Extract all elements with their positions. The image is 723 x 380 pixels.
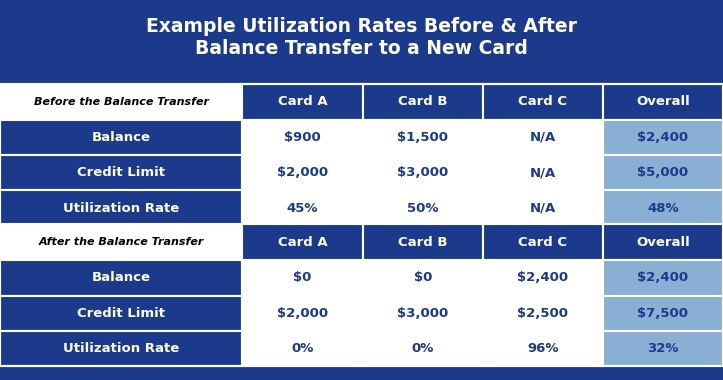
FancyBboxPatch shape (363, 331, 483, 366)
FancyBboxPatch shape (603, 84, 723, 120)
Text: Card C: Card C (518, 95, 568, 108)
FancyBboxPatch shape (0, 296, 242, 331)
Text: 45%: 45% (287, 201, 318, 215)
Text: 50%: 50% (407, 201, 439, 215)
FancyBboxPatch shape (242, 155, 363, 190)
Text: N/A: N/A (530, 166, 556, 179)
Text: $3,000: $3,000 (398, 166, 448, 179)
Text: $7,500: $7,500 (638, 307, 688, 320)
Text: N/A: N/A (530, 201, 556, 215)
Text: Utilization Rate: Utilization Rate (63, 342, 179, 355)
FancyBboxPatch shape (0, 0, 723, 84)
Text: Before the Balance Transfer: Before the Balance Transfer (33, 97, 209, 107)
Text: Overall: Overall (636, 236, 690, 249)
FancyBboxPatch shape (0, 331, 242, 366)
Text: $3,000: $3,000 (398, 307, 448, 320)
FancyBboxPatch shape (363, 120, 483, 155)
Text: Balance: Balance (92, 271, 150, 285)
FancyBboxPatch shape (0, 260, 242, 296)
FancyBboxPatch shape (483, 224, 603, 260)
Text: N/A: N/A (530, 131, 556, 144)
FancyBboxPatch shape (242, 224, 363, 260)
Text: $900: $900 (284, 131, 321, 144)
FancyBboxPatch shape (242, 120, 363, 155)
Text: Card B: Card B (398, 236, 448, 249)
FancyBboxPatch shape (0, 120, 242, 155)
FancyBboxPatch shape (603, 155, 723, 190)
Text: 0%: 0% (291, 342, 314, 355)
Text: $2,500: $2,500 (518, 307, 568, 320)
Text: Card A: Card A (278, 236, 328, 249)
FancyBboxPatch shape (363, 84, 483, 120)
FancyBboxPatch shape (483, 190, 603, 226)
Text: Card A: Card A (278, 95, 328, 108)
Text: 48%: 48% (647, 201, 679, 215)
Text: Overall: Overall (636, 95, 690, 108)
Text: $2,400: $2,400 (638, 131, 688, 144)
FancyBboxPatch shape (483, 296, 603, 331)
FancyBboxPatch shape (0, 190, 242, 226)
Text: $2,400: $2,400 (638, 271, 688, 285)
FancyBboxPatch shape (483, 155, 603, 190)
FancyBboxPatch shape (603, 224, 723, 260)
Text: $2,400: $2,400 (518, 271, 568, 285)
FancyBboxPatch shape (242, 190, 363, 226)
Text: $0: $0 (294, 271, 312, 285)
FancyBboxPatch shape (603, 120, 723, 155)
FancyBboxPatch shape (603, 296, 723, 331)
FancyBboxPatch shape (242, 296, 363, 331)
FancyBboxPatch shape (242, 84, 363, 120)
Text: Credit Limit: Credit Limit (77, 166, 165, 179)
Text: Utilization Rate: Utilization Rate (63, 201, 179, 215)
Text: $2,000: $2,000 (277, 166, 328, 179)
FancyBboxPatch shape (483, 331, 603, 366)
FancyBboxPatch shape (603, 260, 723, 296)
Text: $2,000: $2,000 (277, 307, 328, 320)
FancyBboxPatch shape (363, 190, 483, 226)
FancyBboxPatch shape (603, 190, 723, 226)
FancyBboxPatch shape (363, 296, 483, 331)
Text: $0: $0 (414, 271, 432, 285)
Text: 96%: 96% (527, 342, 559, 355)
Text: After the Balance Transfer: After the Balance Transfer (38, 237, 204, 247)
FancyBboxPatch shape (483, 120, 603, 155)
FancyBboxPatch shape (483, 260, 603, 296)
FancyBboxPatch shape (483, 84, 603, 120)
FancyBboxPatch shape (363, 260, 483, 296)
Text: Credit Limit: Credit Limit (77, 307, 165, 320)
FancyBboxPatch shape (0, 224, 242, 260)
Text: 0%: 0% (412, 342, 434, 355)
Text: $5,000: $5,000 (638, 166, 688, 179)
FancyBboxPatch shape (363, 224, 483, 260)
Text: Example Utilization Rates Before & After
Balance Transfer to a New Card: Example Utilization Rates Before & After… (146, 17, 577, 59)
Text: Balance: Balance (92, 131, 150, 144)
FancyBboxPatch shape (242, 260, 363, 296)
FancyBboxPatch shape (0, 155, 242, 190)
FancyBboxPatch shape (603, 331, 723, 366)
FancyBboxPatch shape (363, 155, 483, 190)
FancyBboxPatch shape (0, 84, 242, 120)
Text: $1,500: $1,500 (398, 131, 448, 144)
Text: 32%: 32% (647, 342, 679, 355)
Text: Card B: Card B (398, 95, 448, 108)
Text: Card C: Card C (518, 236, 568, 249)
FancyBboxPatch shape (242, 331, 363, 366)
